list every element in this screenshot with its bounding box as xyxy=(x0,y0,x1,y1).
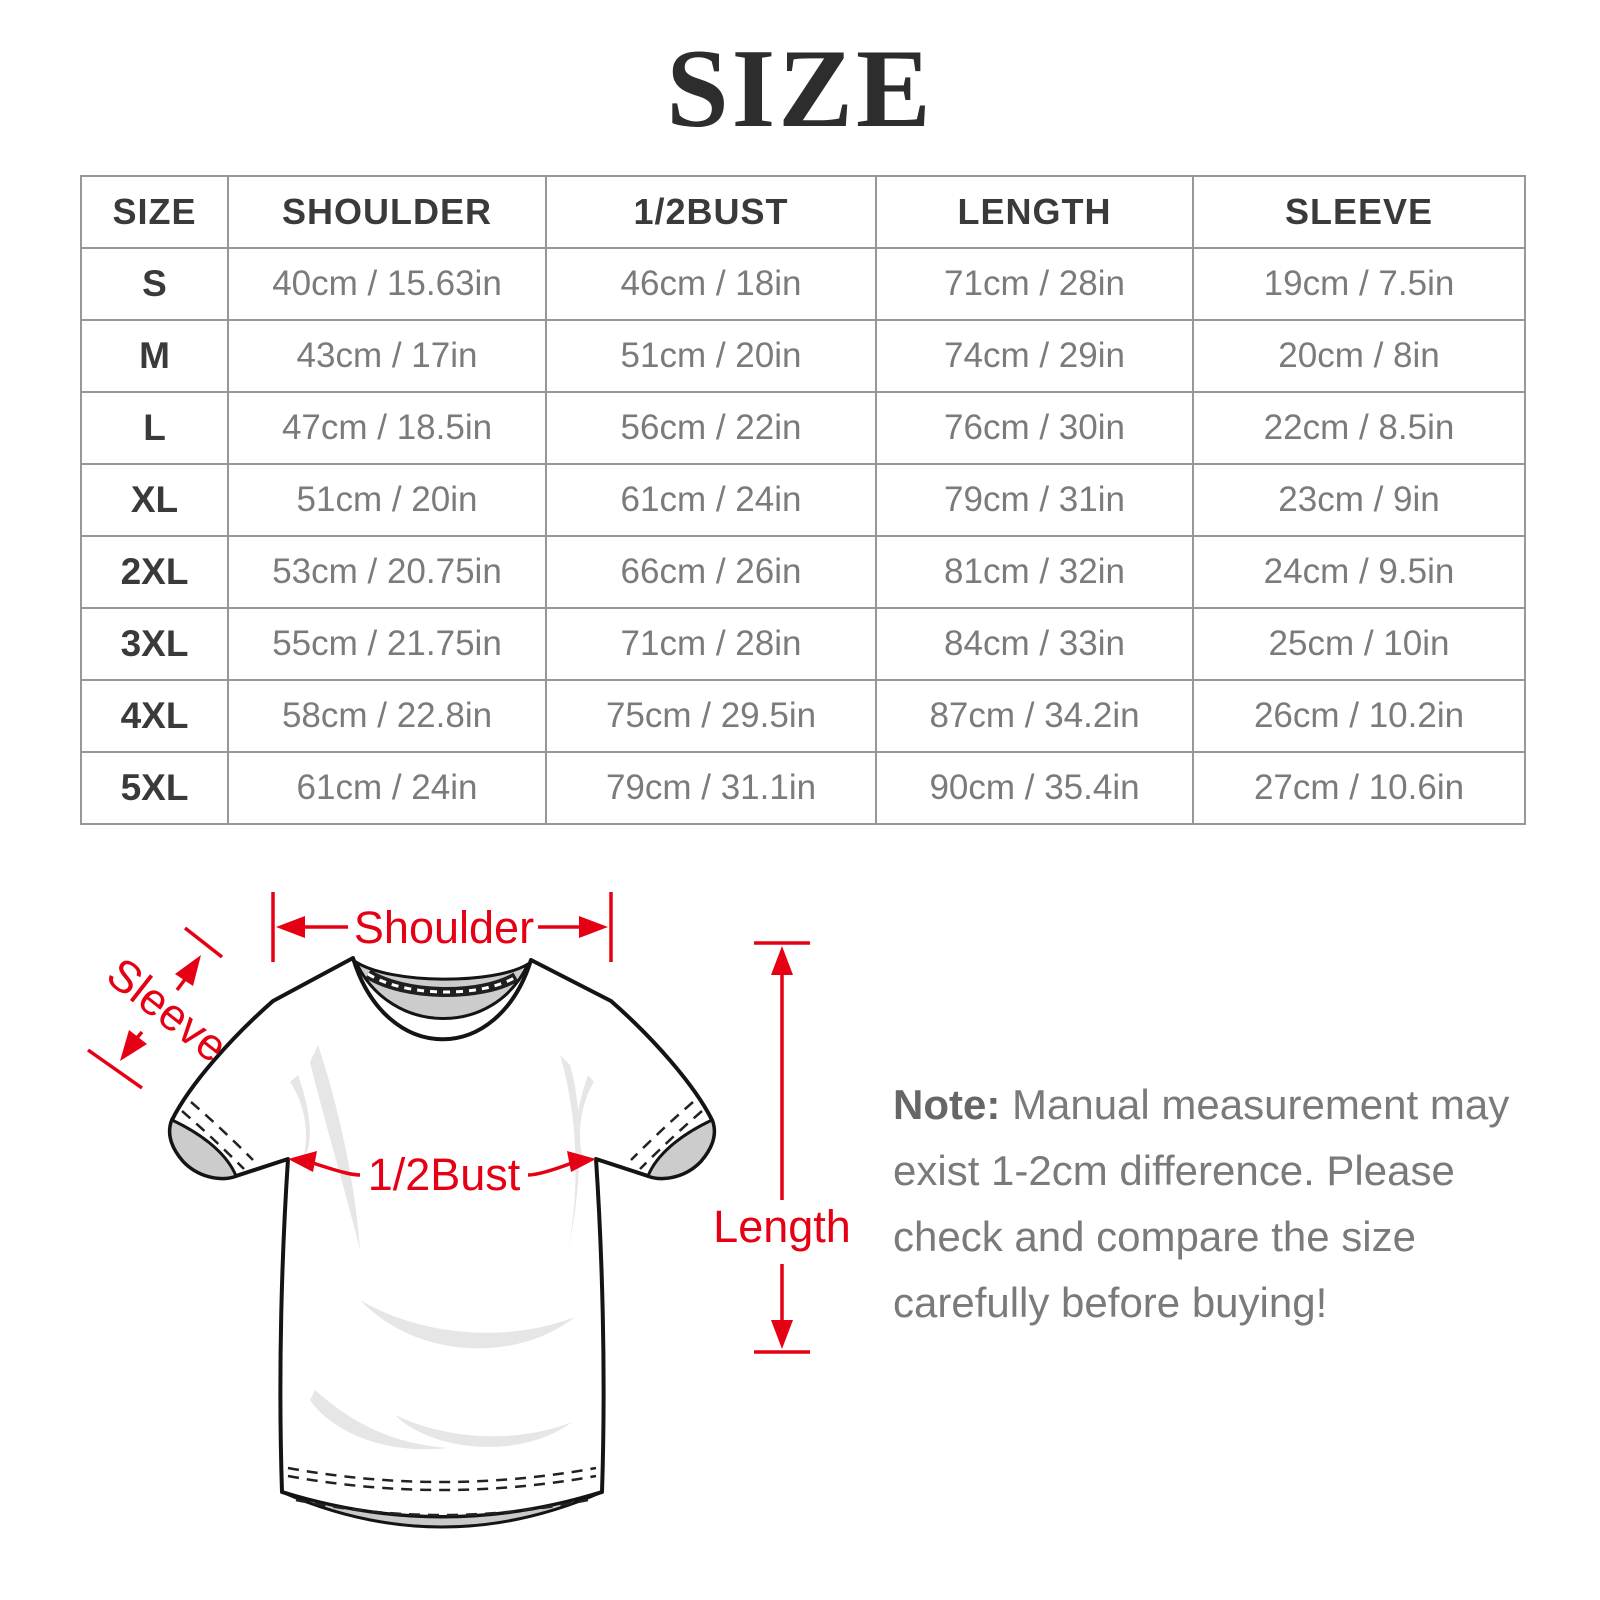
shoulder-cell: 47cm / 18.5in xyxy=(227,391,547,465)
length-label: Length xyxy=(713,1201,851,1252)
bust-measure-arrow: 1/2Bust xyxy=(288,1149,596,1200)
bust-cell: 79cm / 31.1in xyxy=(545,751,877,825)
table-row: XL 51cm / 20in 61cm / 24in 79cm / 31in 2… xyxy=(80,463,1526,537)
length-cell: 81cm / 32in xyxy=(875,535,1194,609)
tshirt-sleeve-ends xyxy=(168,1101,716,1180)
bust-cell: 51cm / 20in xyxy=(545,319,877,393)
note-line-4: carefully before buying! xyxy=(893,1279,1328,1326)
sleeve-cell: 27cm / 10.6in xyxy=(1192,751,1526,825)
table-row: 4XL 58cm / 22.8in 75cm / 29.5in 87cm / 3… xyxy=(80,679,1526,753)
size-cell: 2XL xyxy=(80,535,229,609)
sleeve-cell: 26cm / 10.2in xyxy=(1192,679,1526,753)
sleeve-cell: 24cm / 9.5in xyxy=(1192,535,1526,609)
length-cell: 71cm / 28in xyxy=(875,247,1194,321)
shoulder-measure-arrow: Shoulder xyxy=(271,892,613,962)
bust-cell: 46cm / 18in xyxy=(545,247,877,321)
note-line-1: Manual measurement may xyxy=(1000,1081,1510,1128)
page-title: SIZE xyxy=(666,27,934,151)
shoulder-cell: 55cm / 21.75in xyxy=(227,607,547,681)
sleeve-cell: 22cm / 8.5in xyxy=(1192,391,1526,465)
length-measure-arrow: Length xyxy=(713,941,851,1354)
shoulder-cell: 40cm / 15.63in xyxy=(227,247,547,321)
table-row: 5XL 61cm / 24in 79cm / 31.1in 90cm / 35.… xyxy=(80,751,1526,825)
length-cell: 74cm / 29in xyxy=(875,319,1194,393)
bust-cell: 56cm / 22in xyxy=(545,391,877,465)
length-cell: 87cm / 34.2in xyxy=(875,679,1194,753)
size-cell: XL xyxy=(80,463,229,537)
length-cell: 90cm / 35.4in xyxy=(875,751,1194,825)
tshirt-collar xyxy=(352,957,532,1020)
table-row: M 43cm / 17in 51cm / 20in 74cm / 29in 20… xyxy=(80,319,1526,393)
table-row: 3XL 55cm / 21.75in 71cm / 28in 84cm / 33… xyxy=(80,607,1526,681)
note: Note: Manual measurement may exist 1-2cm… xyxy=(893,1072,1515,1336)
bust-cell: 61cm / 24in xyxy=(545,463,877,537)
size-cell: 5XL xyxy=(80,751,229,825)
size-chart-table: SIZE SHOULDER 1/2BUST LENGTH SLEEVE S 40… xyxy=(80,175,1526,825)
tshirt-measurement-diagram: Shoulder Sleeve 1/2Bust Length xyxy=(86,892,851,1529)
bust-label: 1/2Bust xyxy=(368,1149,521,1200)
size-cell: 3XL xyxy=(80,607,229,681)
shoulder-cell: 51cm / 20in xyxy=(227,463,547,537)
column-header-shoulder: SHOULDER xyxy=(227,175,547,249)
tshirt-hem xyxy=(281,1466,603,1529)
note-line-3: check and compare the size xyxy=(893,1213,1416,1260)
size-cell: L xyxy=(80,391,229,465)
column-header-size: SIZE xyxy=(80,175,229,249)
bust-cell: 75cm / 29.5in xyxy=(545,679,877,753)
sleeve-cell: 19cm / 7.5in xyxy=(1192,247,1526,321)
length-cell: 79cm / 31in xyxy=(875,463,1194,537)
sleeve-cell: 20cm / 8in xyxy=(1192,319,1526,393)
shoulder-label: Shoulder xyxy=(354,902,534,953)
note-line-2: exist 1-2cm difference. Please xyxy=(893,1147,1455,1194)
column-header-length: LENGTH xyxy=(875,175,1194,249)
bust-cell: 66cm / 26in xyxy=(545,535,877,609)
tshirt-shading xyxy=(290,1045,594,1450)
length-cell: 76cm / 30in xyxy=(875,391,1194,465)
column-header-bust: 1/2BUST xyxy=(545,175,877,249)
shoulder-cell: 53cm / 20.75in xyxy=(227,535,547,609)
bust-cell: 71cm / 28in xyxy=(545,607,877,681)
length-cell: 84cm / 33in xyxy=(875,607,1194,681)
note-prefix: Note: xyxy=(893,1081,1001,1128)
shoulder-cell: 61cm / 24in xyxy=(227,751,547,825)
shoulder-cell: 58cm / 22.8in xyxy=(227,679,547,753)
table-row: L 47cm / 18.5in 56cm / 22in 76cm / 30in … xyxy=(80,391,1526,465)
sleeve-cell: 25cm / 10in xyxy=(1192,607,1526,681)
sleeve-label: Sleeve xyxy=(98,947,238,1072)
shoulder-cell: 43cm / 17in xyxy=(227,319,547,393)
size-cell: 4XL xyxy=(80,679,229,753)
sleeve-cell: 23cm / 9in xyxy=(1192,463,1526,537)
table-row: S 40cm / 15.63in 46cm / 18in 71cm / 28in… xyxy=(80,247,1526,321)
table-row: 2XL 53cm / 20.75in 66cm / 26in 81cm / 32… xyxy=(80,535,1526,609)
column-header-sleeve: SLEEVE xyxy=(1192,175,1526,249)
table-header-row: SIZE SHOULDER 1/2BUST LENGTH SLEEVE xyxy=(80,175,1526,249)
sleeve-measure-arrow: Sleeve xyxy=(86,926,238,1090)
size-cell: M xyxy=(80,319,229,393)
size-cell: S xyxy=(80,247,229,321)
